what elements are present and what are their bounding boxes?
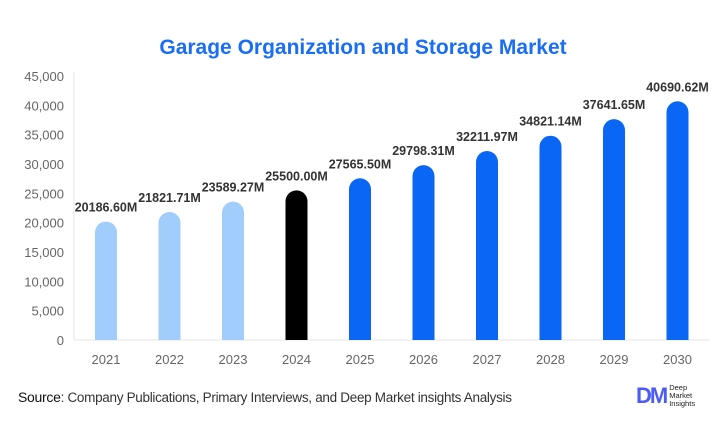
y-tick-label: 10,000 [24, 274, 64, 289]
x-tick-label: 2027 [473, 352, 502, 367]
x-tick-label: 2024 [282, 352, 311, 367]
data-label: 34821.14M [519, 115, 582, 129]
logo: DM Deep Market Insights [636, 383, 695, 409]
data-label: 29798.31M [392, 144, 455, 158]
data-label: 21821.71M [138, 191, 201, 205]
x-tick-label: 2026 [409, 352, 438, 367]
x-tick-label: 2030 [663, 352, 692, 367]
data-label: 25500.00M [265, 169, 328, 183]
y-tick-label: 15,000 [24, 245, 64, 260]
y-tick-label: 30,000 [24, 157, 64, 172]
bar-chart: 0 5,000 10,000 15,000 20,000 25,000 30,000 35,0… [24, 69, 710, 367]
x-tick-label: 2021 [92, 352, 121, 367]
bar-2030 [666, 101, 689, 340]
source-text: : Company Publications, Primary Intervie… [60, 390, 512, 405]
source-label: Source [18, 389, 61, 405]
chart-title: Garage Organization and Storage Market [159, 36, 567, 59]
logo-mark: DM [636, 383, 668, 408]
bar-2022 [158, 211, 181, 340]
data-label: 37641.65M [583, 98, 646, 112]
source-note: Source: Company Publications, Primary In… [18, 389, 512, 405]
y-tick-label: 40,000 [24, 98, 64, 113]
data-label: 40690.62M [646, 80, 709, 94]
x-tick-label: 2028 [536, 352, 565, 367]
bar-2029 [603, 119, 625, 340]
logo-text: Deep Market Insights [669, 383, 696, 408]
y-tick-label: 25,000 [24, 186, 64, 201]
data-label: 27565.50M [329, 157, 392, 171]
y-tick-label: 5,000 [31, 304, 64, 319]
bar-2028 [539, 135, 562, 340]
data-label: 32211.97M [456, 130, 518, 144]
x-tick-label: 2022 [155, 352, 184, 367]
x-tick-label: 2023 [219, 352, 248, 367]
y-tick-label: 35,000 [24, 128, 64, 143]
data-label: 20186.60M [75, 201, 138, 215]
x-tick-label: 2025 [346, 352, 375, 367]
bar-2026 [412, 165, 435, 340]
data-label: 23589.27M [202, 181, 265, 195]
bar-2024 [285, 190, 308, 340]
bar-2021 [95, 221, 117, 340]
bar-2025 [349, 178, 371, 340]
y-tick-label: 45,000 [24, 69, 64, 84]
bar-2023 [222, 201, 244, 340]
x-tick-label: 2029 [600, 352, 629, 367]
bar-2027 [476, 151, 498, 340]
y-tick-label: 0 [57, 333, 64, 348]
y-tick-label: 20,000 [24, 216, 64, 231]
